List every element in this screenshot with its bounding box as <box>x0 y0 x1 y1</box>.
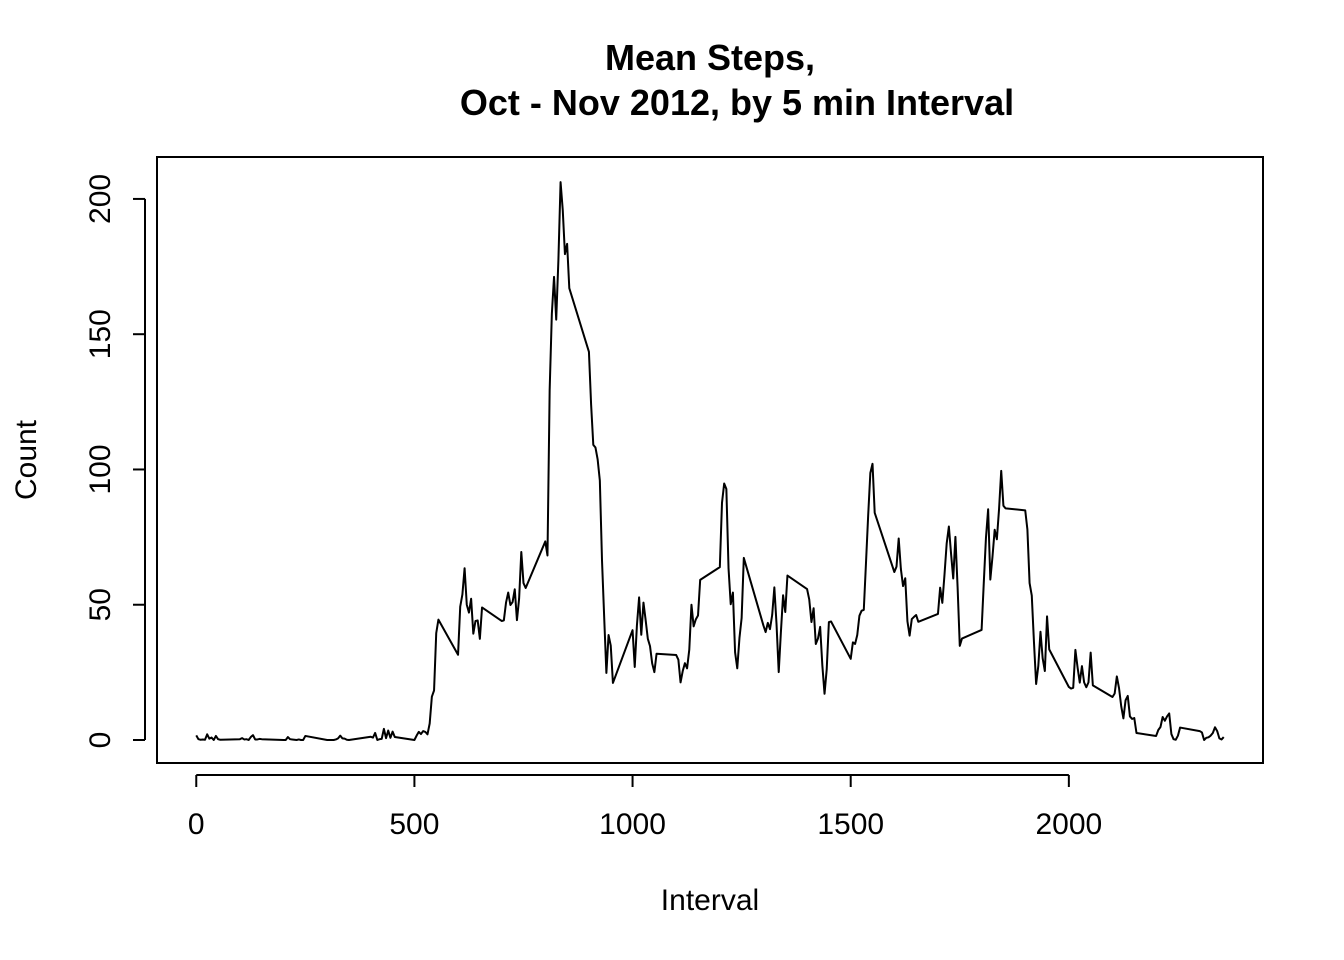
series-line <box>195 181 1225 741</box>
x-axis: 0 500 1000 1500 2000 <box>188 774 1102 841</box>
x-axis-label: Interval <box>661 884 759 917</box>
y-tick-label: 50 <box>84 588 117 621</box>
chart-title-line-1: Mean Steps, <box>605 37 815 78</box>
x-tick-label: 1500 <box>817 808 884 841</box>
y-tick-label: 200 <box>84 174 117 224</box>
chart-title-line-2: Oct - Nov 2012, by 5 min Interval <box>460 82 1014 123</box>
y-axis-label: Count <box>10 419 43 500</box>
y-tick-label: 150 <box>84 309 117 359</box>
y-tick-label: 100 <box>84 444 117 494</box>
x-tick-label: 0 <box>188 808 205 841</box>
x-tick-label: 2000 <box>1035 808 1102 841</box>
y-axis: 0 50 100 150 200 <box>84 174 146 749</box>
x-tick-label: 1000 <box>599 808 666 841</box>
y-tick-label: 0 <box>84 732 117 749</box>
x-tick-label: 500 <box>389 808 439 841</box>
plot-box <box>156 156 1264 764</box>
